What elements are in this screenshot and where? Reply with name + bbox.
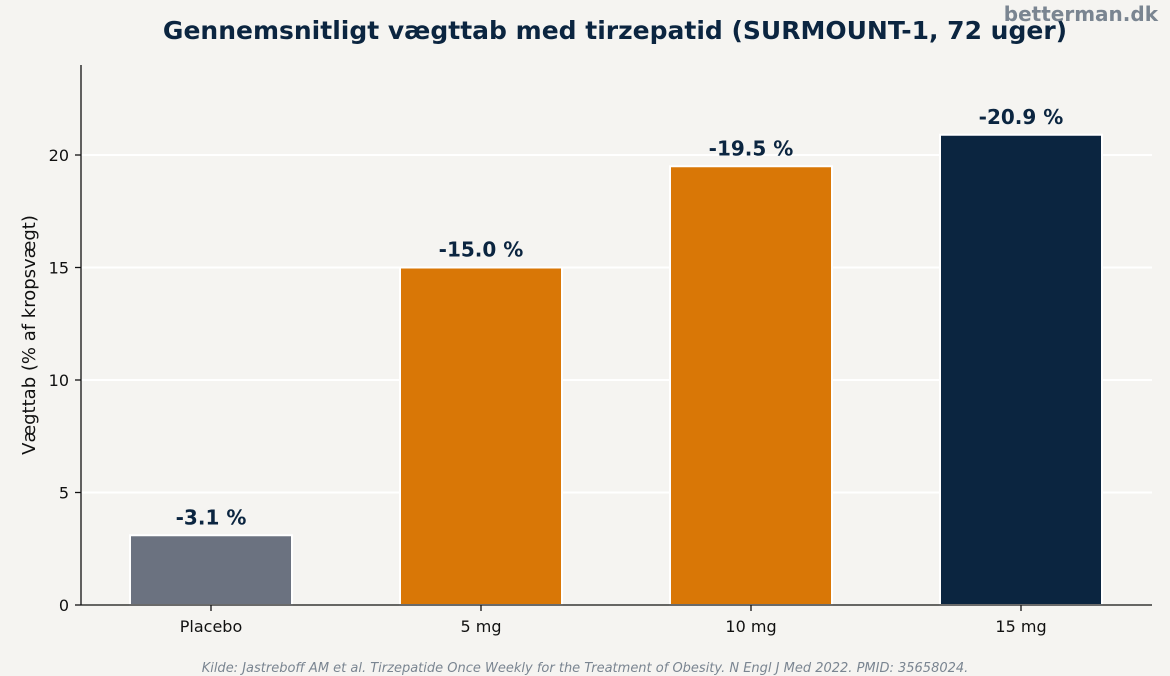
bars (129, 133, 1103, 606)
y-tick-label: 5 (59, 484, 69, 503)
y-tick-label: 15 (49, 259, 69, 278)
y-axis-label: Vægttab (% af kropsvægt) (19, 215, 40, 455)
data-labels: -3.1 % -15.0 % -19.5 % -20.9 % (176, 105, 1064, 530)
x-tick-label: 5 mg (460, 617, 501, 636)
data-label: -15.0 % (439, 238, 524, 262)
chart-title: Gennemsnitligt vægttab med tirzepatid (S… (163, 16, 1067, 45)
data-label: -20.9 % (979, 105, 1064, 129)
y-axis-ticks: 0 5 10 15 20 (49, 146, 81, 615)
x-axis-ticks: Placebo 5 mg 10 mg 15 mg (180, 605, 1047, 636)
data-label: -3.1 % (176, 505, 247, 529)
y-tick-label: 10 (49, 371, 69, 390)
x-tick-label: Placebo (180, 617, 242, 636)
bar-4 (939, 133, 1103, 606)
x-tick-label: 10 mg (725, 617, 776, 636)
bar-1 (129, 534, 293, 606)
watermark-logo: betterman.dk (1004, 2, 1159, 26)
source-citation: Kilde: Jastreboff AM et al. Tirzepatide … (202, 661, 969, 676)
y-tick-label: 0 (59, 596, 69, 615)
bar-3 (669, 165, 833, 606)
y-tick-label: 20 (49, 146, 69, 165)
data-label: -19.5 % (709, 136, 794, 160)
bar-2 (399, 266, 563, 606)
x-tick-label: 15 mg (995, 617, 1046, 636)
